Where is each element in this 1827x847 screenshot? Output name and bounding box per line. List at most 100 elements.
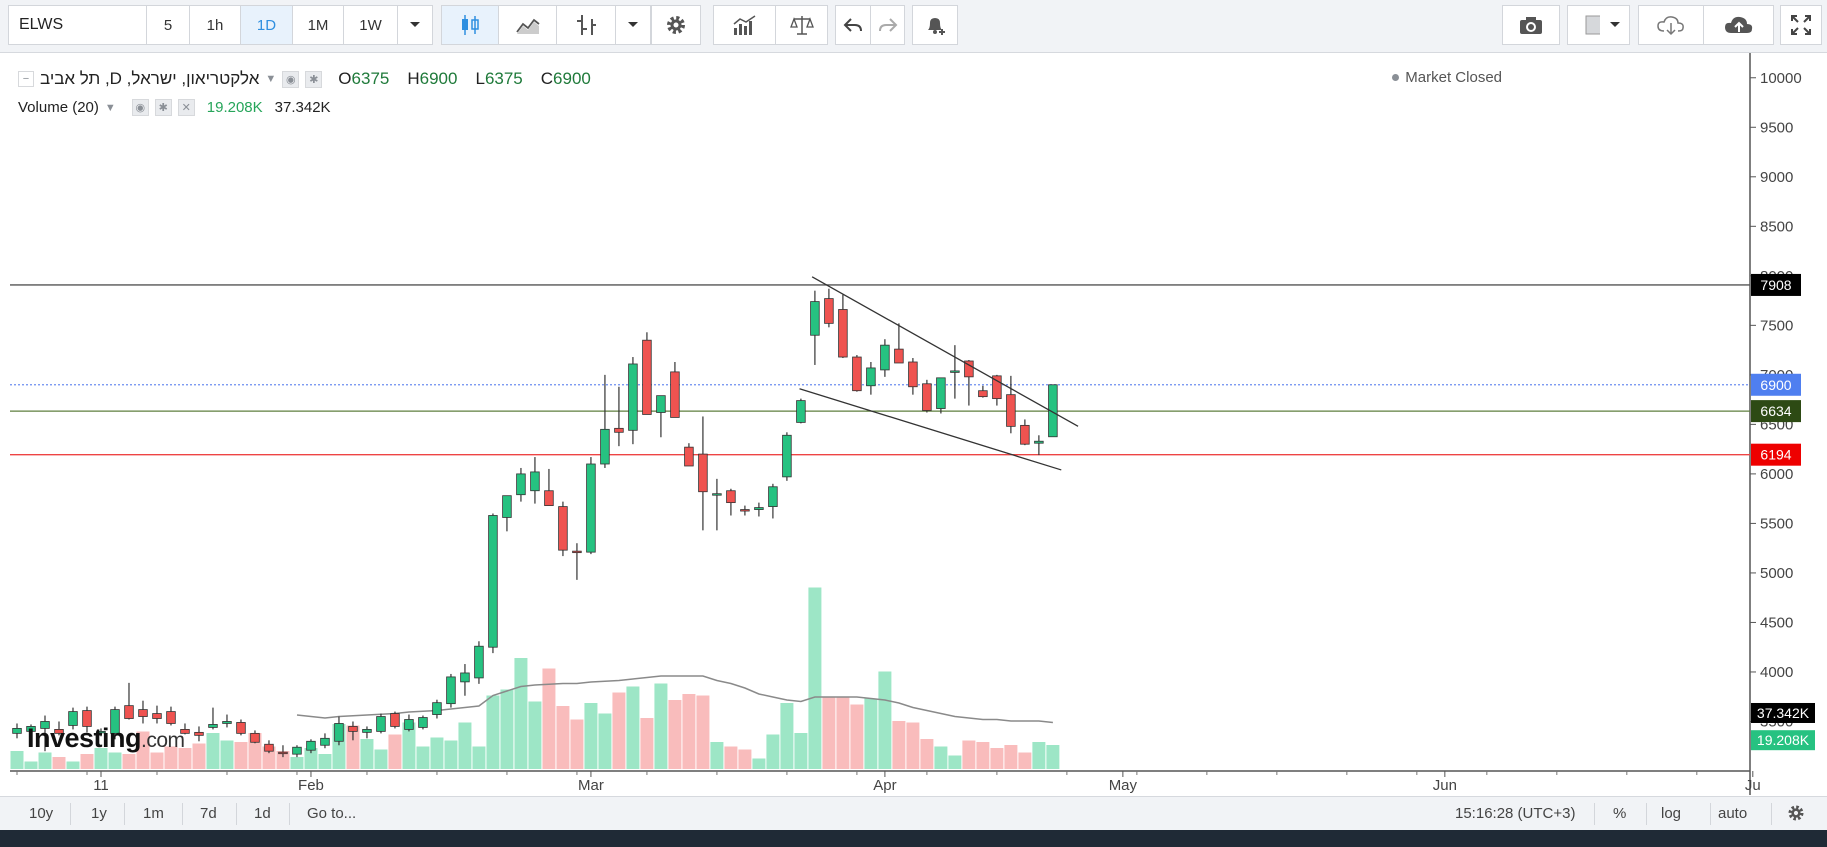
candle-body [110,709,120,734]
fullscreen-button[interactable] [1780,5,1822,45]
chart-area[interactable]: 3500400045005000550060006500700075008000… [10,53,1826,796]
eye-icon[interactable]: ◉ [131,99,149,116]
price-label-text: 6634 [1760,403,1791,419]
candle-body [40,721,50,729]
undo-button[interactable] [835,5,871,45]
auto-scale-toggle[interactable]: auto [1718,805,1748,822]
gear-icon[interactable]: ✱ [154,99,172,116]
candle-body [1034,440,1044,444]
logo-brand: Investing [27,723,142,753]
y-tick-label: 9000 [1760,169,1793,186]
color-dropdown-button[interactable] [1600,5,1630,45]
candle-body [880,344,890,371]
candle-body [852,356,862,392]
redo-button[interactable] [870,5,905,45]
candle-body [516,473,526,496]
candle-body [824,298,834,324]
log-scale-toggle[interactable]: log [1661,805,1682,822]
candle-body [446,676,456,705]
divider [182,803,183,825]
price-label-box [1751,273,1801,296]
line-chart-type-button[interactable] [498,5,557,45]
percent-scale-toggle[interactable]: % [1613,805,1627,822]
volume-bar [262,746,276,769]
volume-bar [164,746,178,769]
volume-bar [220,740,234,769]
interval-dropdown-button[interactable] [397,5,433,45]
candle-body [68,711,78,726]
candles-chart-type-button[interactable] [441,5,499,45]
candle-body [698,453,708,493]
candle-body [866,367,876,387]
volume-bar [444,740,458,769]
interval-label: 1h [206,16,224,34]
volume-bar [136,731,150,769]
collapse-icon[interactable]: − [18,71,34,87]
caret-down-icon [410,22,420,27]
volume-bar [24,761,38,769]
gear-icon[interactable]: ✱ [305,70,323,88]
alert-button[interactable] [912,5,958,45]
candle-body [964,360,974,378]
volume-bar [290,757,304,769]
save-chart-button[interactable] [1703,5,1774,45]
volume-bar [486,695,500,769]
candle-body [936,377,946,409]
caret-down-icon[interactable]: ▼ [265,73,277,85]
price-chart[interactable]: 3500400045005000550060006500700075008000… [10,53,1826,796]
symbol-search-input[interactable]: ELWS [8,5,147,45]
candle-body [502,495,512,518]
bars-chart-type-button[interactable] [556,5,616,45]
interval-5-button[interactable]: 5 [146,5,190,45]
price-label-box [1751,373,1801,396]
volume-bar [206,733,220,769]
range-7d-button[interactable]: 7d [200,805,217,822]
range-1m-button[interactable]: 1m [143,805,164,822]
interval-label: 1M [307,16,329,34]
y-tick-label: 4500 [1760,614,1793,631]
candle-body [600,428,610,465]
interval-1d-button[interactable]: 1D [240,5,293,45]
close-icon[interactable]: ✕ [177,99,195,116]
eye-icon[interactable]: ◉ [282,70,300,88]
clock-timezone[interactable]: 15:16:28 (UTC+3) [1455,805,1576,822]
candle-body [754,507,764,510]
chart-settings-button[interactable] [1786,803,1806,827]
chart-background [10,53,1826,796]
chart-type-dropdown-button[interactable] [615,5,651,45]
load-chart-button[interactable] [1638,5,1704,45]
y-tick-label: 6000 [1760,466,1793,483]
caret-down-icon[interactable]: ▼ [104,101,116,114]
candle-body [922,383,932,411]
range-10y-button[interactable]: 10y [29,805,54,822]
divider [124,803,125,825]
compare-button[interactable] [775,5,828,45]
volume-bar [864,698,878,769]
x-tick-label: Apr [873,777,896,794]
candle-body [950,370,960,373]
volume-bar [962,740,976,769]
indicators-button[interactable] [713,5,776,45]
volume-bar [892,721,906,769]
price-label-text: 6900 [1760,377,1791,393]
candle-body [544,490,554,506]
price-label-box [1751,400,1801,423]
candle-body [278,751,288,755]
snapshot-button[interactable] [1502,5,1560,45]
ohlc-close: C6900 [540,69,591,88]
scales-icon [789,16,814,35]
candle-body [670,371,680,418]
settings-button[interactable] [651,5,701,45]
candle-body [768,486,778,507]
volume-bar [598,713,612,769]
candle-body [656,395,666,413]
ohlc-high: H6900 [407,69,458,88]
interval-1m-button[interactable]: 1M [292,5,344,45]
interval-1w-button[interactable]: 1W [343,5,398,45]
range-1d-button[interactable]: 1d [254,805,271,822]
candle-body [194,731,204,736]
interval-1h-button[interactable]: 1h [189,5,241,45]
range-1y-button[interactable]: 1y [91,805,107,822]
price-label-box [1751,443,1801,466]
goto-date-button[interactable]: Go to... [307,805,357,822]
